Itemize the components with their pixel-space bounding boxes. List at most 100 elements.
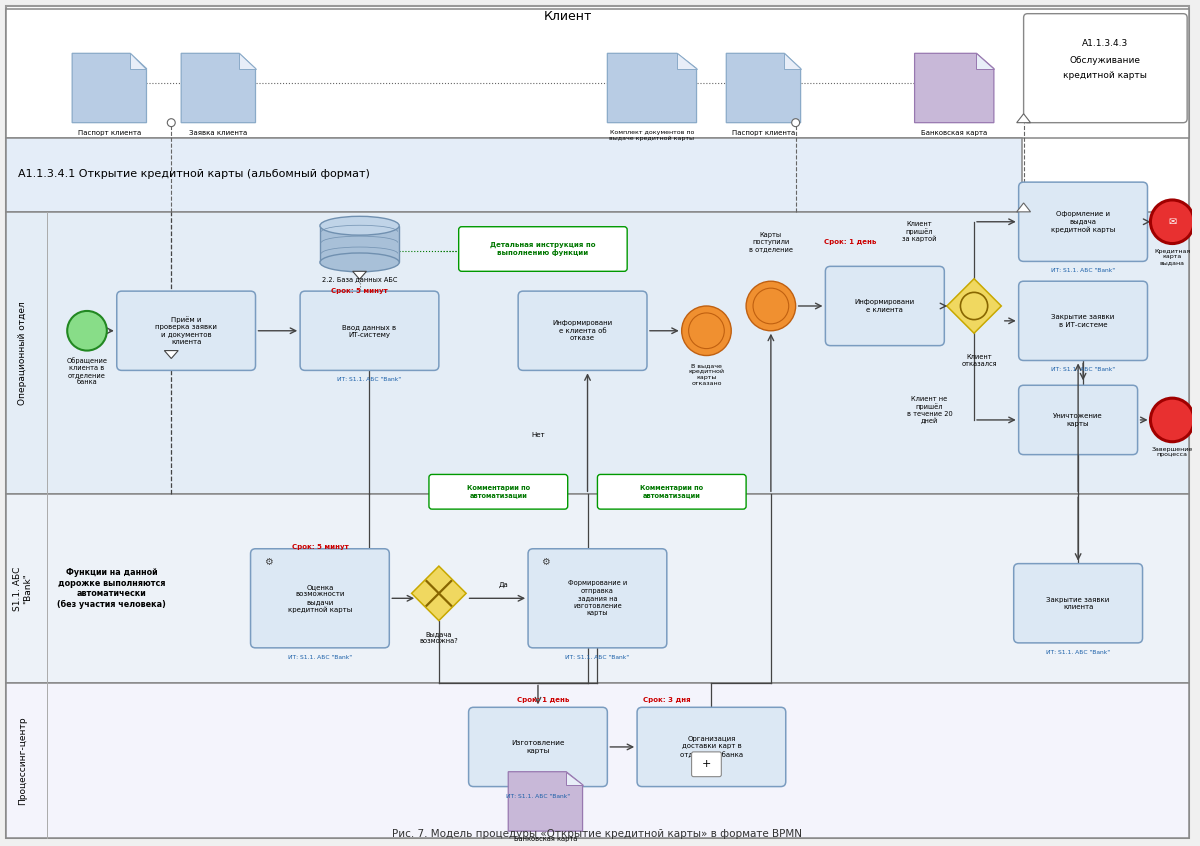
Text: Процессинг-центр: Процессинг-центр — [18, 716, 28, 805]
FancyBboxPatch shape — [116, 291, 256, 371]
Text: Обращение
клиента в
отделение
банка: Обращение клиента в отделение банка — [66, 358, 108, 385]
Text: ИТ: S1.1. АБС "Bank": ИТ: S1.1. АБС "Bank" — [565, 655, 630, 660]
Circle shape — [1151, 200, 1194, 244]
FancyBboxPatch shape — [826, 266, 944, 346]
FancyBboxPatch shape — [6, 6, 1189, 838]
Text: ИТ: S1.1. АБС "Bank": ИТ: S1.1. АБС "Bank" — [288, 655, 352, 660]
Text: ИТ: S1.1. АБС "Bank": ИТ: S1.1. АБС "Bank" — [1051, 268, 1115, 273]
Text: Организация
доставки карт в
отделение банка: Организация доставки карт в отделение ба… — [680, 736, 743, 758]
Text: Карты
поступили
в отделение: Карты поступили в отделение — [749, 232, 793, 251]
Polygon shape — [726, 53, 800, 123]
Polygon shape — [239, 53, 256, 69]
Text: ИТ: S1.1. АБС "Bank": ИТ: S1.1. АБС "Bank" — [1051, 367, 1115, 372]
Polygon shape — [947, 278, 1001, 333]
FancyBboxPatch shape — [1019, 182, 1147, 261]
Text: Ввод данных в
ИТ-систему: Ввод данных в ИТ-систему — [342, 324, 396, 338]
Text: S1.1. АБС
"Bank": S1.1. АБС "Bank" — [13, 566, 32, 611]
Polygon shape — [977, 53, 994, 69]
Text: Срок: 5 минут: Срок: 5 минут — [331, 288, 388, 294]
Text: Завершение
процесса: Завершение процесса — [1152, 447, 1193, 458]
Text: Комментарии по
автоматизации: Комментарии по автоматизации — [641, 486, 703, 498]
Text: ИТ: S1.1. АБС "Bank": ИТ: S1.1. АБС "Bank" — [337, 377, 402, 382]
FancyBboxPatch shape — [637, 707, 786, 787]
Text: ⚙: ⚙ — [541, 557, 551, 567]
Polygon shape — [412, 566, 466, 621]
FancyBboxPatch shape — [528, 549, 667, 648]
FancyBboxPatch shape — [6, 138, 1021, 212]
Text: Функции на данной
дорожке выполняются
автоматически
(без участия человека): Функции на данной дорожке выполняются ав… — [58, 569, 167, 608]
Text: Формирование и
отправка
задания на
изготовление
карты: Формирование и отправка задания на изгот… — [568, 580, 628, 616]
Polygon shape — [607, 53, 696, 123]
Text: Изготовление
карты: Изготовление карты — [511, 740, 565, 754]
Text: Клиент
отказался: Клиент отказался — [961, 354, 997, 367]
Polygon shape — [677, 53, 696, 69]
Polygon shape — [72, 53, 146, 123]
Text: Обслуживание: Обслуживание — [1070, 56, 1141, 65]
Circle shape — [682, 306, 731, 355]
Text: Клиент
пришёл
за картой: Клиент пришёл за картой — [902, 221, 937, 243]
Polygon shape — [509, 772, 582, 831]
Text: Закрытие заявки
в ИТ-системе: Закрытие заявки в ИТ-системе — [1051, 314, 1115, 327]
Polygon shape — [181, 53, 256, 123]
Circle shape — [167, 118, 175, 127]
FancyBboxPatch shape — [1014, 563, 1142, 643]
Text: Кредитная
карта
выдана: Кредитная карта выдана — [1154, 249, 1190, 265]
Polygon shape — [353, 272, 366, 279]
Text: Информировани
е клиента об
отказе: Информировани е клиента об отказе — [552, 321, 613, 341]
Text: кредитной карты: кредитной карты — [1063, 70, 1147, 80]
FancyBboxPatch shape — [1024, 14, 1187, 123]
Text: ИТ: S1.1. АБС "Bank": ИТ: S1.1. АБС "Bank" — [1046, 650, 1110, 655]
Text: Заявка клиента: Заявка клиента — [190, 129, 247, 135]
Text: Срок: 1 день: Срок: 1 день — [824, 239, 876, 244]
FancyBboxPatch shape — [6, 212, 1189, 494]
Text: Срок: 1 день: Срок: 1 день — [517, 697, 569, 703]
Text: Банковская карта: Банковская карта — [922, 129, 988, 135]
Text: Оценка
возможности
выдачи
кредитной карты: Оценка возможности выдачи кредитной карт… — [288, 584, 352, 613]
FancyBboxPatch shape — [320, 226, 400, 262]
Text: Операционный отдел: Операционный отдел — [18, 301, 28, 405]
Text: ✉: ✉ — [1169, 217, 1176, 227]
Circle shape — [67, 311, 107, 350]
FancyBboxPatch shape — [1019, 385, 1138, 454]
Circle shape — [1151, 398, 1194, 442]
FancyBboxPatch shape — [428, 475, 568, 509]
Text: Комплект документов по
выдаче кредитной карты: Комплект документов по выдаче кредитной … — [610, 129, 695, 140]
FancyBboxPatch shape — [6, 8, 1189, 138]
Text: Комментарии по
автоматизации: Комментарии по автоматизации — [467, 486, 530, 498]
Text: Рис. 7. Модель процедуры «Открытие кредитной карты» в формате BPMN: Рис. 7. Модель процедуры «Открытие креди… — [392, 829, 803, 839]
Text: Паспорт клиента: Паспорт клиента — [732, 129, 796, 135]
Text: Паспорт клиента: Паспорт клиента — [78, 129, 140, 135]
Polygon shape — [1016, 113, 1031, 123]
Text: Срок: 5 минут: Срок: 5 минут — [292, 544, 348, 550]
Text: Да: Да — [498, 582, 508, 589]
Text: Детальная инструкция по
выполнению функции: Детальная инструкция по выполнению функц… — [490, 242, 595, 256]
Circle shape — [792, 118, 799, 127]
Polygon shape — [914, 53, 994, 123]
Text: Закрытие заявки
клиента: Закрытие заявки клиента — [1046, 596, 1110, 610]
Text: Приём и
проверка заявки
и документов
клиента: Приём и проверка заявки и документов кли… — [155, 316, 217, 345]
Text: Клиент: Клиент — [544, 10, 592, 23]
Text: Банковская карта: Банковская карта — [514, 836, 577, 842]
Polygon shape — [1016, 203, 1031, 212]
Polygon shape — [130, 53, 146, 69]
Text: 2.2. База данных АБС: 2.2. База данных АБС — [322, 277, 397, 283]
Text: Выдача
возможна?: Выдача возможна? — [420, 631, 458, 644]
Text: ИТ: S1.1. АБС "Bank": ИТ: S1.1. АБС "Bank" — [506, 794, 570, 799]
Ellipse shape — [320, 217, 400, 235]
Text: Срок: 3 дня: Срок: 3 дня — [643, 697, 691, 703]
Text: В выдаче
кредитной
карты
отказано: В выдаче кредитной карты отказано — [689, 364, 725, 386]
Text: Информировани
е клиента: Информировани е клиента — [854, 299, 914, 313]
Text: ⚙: ⚙ — [264, 557, 272, 567]
FancyBboxPatch shape — [518, 291, 647, 371]
Polygon shape — [164, 350, 179, 359]
FancyBboxPatch shape — [598, 475, 746, 509]
FancyBboxPatch shape — [468, 707, 607, 787]
FancyBboxPatch shape — [251, 549, 389, 648]
FancyBboxPatch shape — [691, 752, 721, 777]
Text: +: + — [702, 759, 712, 769]
Text: A1.1.3.4.3: A1.1.3.4.3 — [1082, 39, 1128, 48]
FancyBboxPatch shape — [458, 227, 628, 272]
FancyBboxPatch shape — [300, 291, 439, 371]
Text: Оформление и
выдача
кредитной карты: Оформление и выдача кредитной карты — [1051, 211, 1115, 233]
Polygon shape — [785, 53, 800, 69]
